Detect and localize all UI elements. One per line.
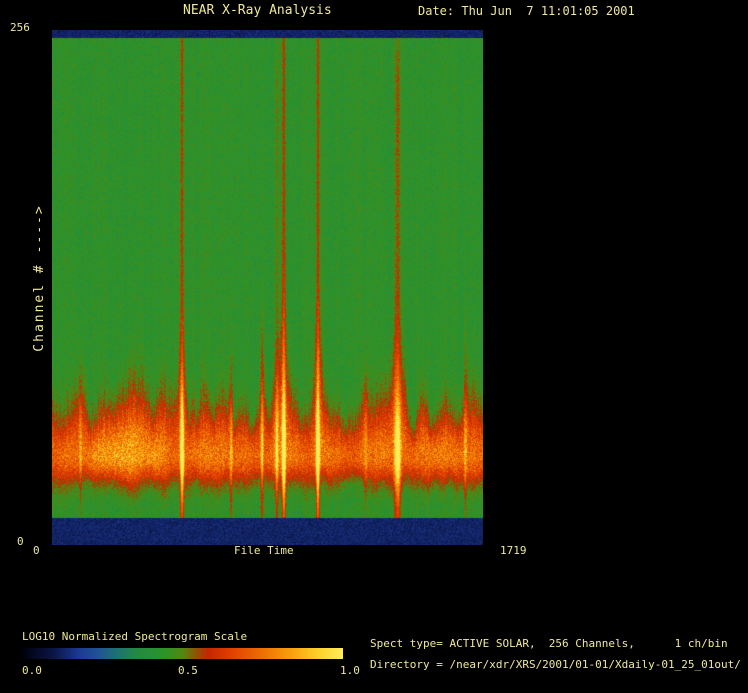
colorbar-title: LOG10 Normalized Spectrogram Scale bbox=[22, 630, 248, 643]
directory-info: Directory = /near/xdr/XRS/2001/01-01/Xda… bbox=[370, 658, 741, 671]
colorbar-tick-mid: 0.5 bbox=[178, 664, 198, 677]
colorbar-tick-low: 0.0 bbox=[22, 664, 42, 677]
x-axis-min-label: 0 bbox=[33, 544, 40, 557]
page-title: NEAR X-Ray Analysis bbox=[183, 3, 332, 18]
x-axis-max-label: 1719 bbox=[500, 544, 527, 557]
y-axis-min-label: 0 bbox=[17, 535, 24, 548]
spectrogram-heatmap bbox=[52, 30, 483, 545]
colorbar-gradient bbox=[22, 648, 343, 659]
colorbar-tick-high: 1.0 bbox=[340, 664, 360, 677]
x-axis-title: File Time bbox=[234, 544, 294, 557]
y-axis-max-label: 256 bbox=[10, 21, 30, 34]
date-label: Date: Thu Jun 7 11:01:05 2001 bbox=[418, 4, 635, 18]
spect-type-info: Spect type= ACTIVE SOLAR, 256 Channels, … bbox=[370, 637, 728, 650]
y-axis-title: Channel # ----> bbox=[32, 204, 47, 352]
